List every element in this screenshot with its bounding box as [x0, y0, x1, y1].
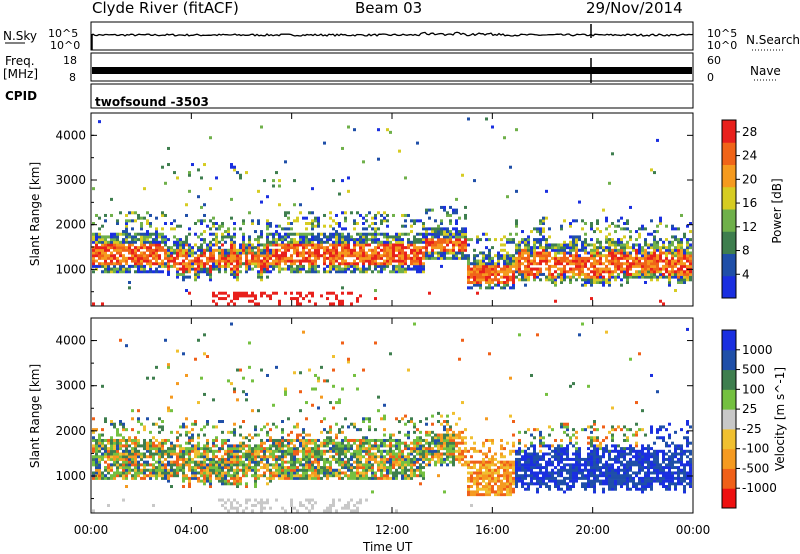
power-echo-cells: [92, 117, 692, 306]
nsearch-label: N.Search: [746, 33, 800, 47]
xaxis-tick-label: 08:00: [274, 523, 309, 537]
velocity-colorbar-tick-label: 1000: [742, 343, 773, 357]
velocity-colorbar-segment: [722, 330, 736, 351]
velocity-ytick-label: 4000: [55, 334, 86, 348]
date-title: 29/Nov/2014: [586, 0, 683, 17]
power-colorbar-segment: [722, 231, 736, 254]
power-colorbar-tick-label: 24: [742, 149, 757, 163]
freq-label-2: [MHz]: [3, 67, 39, 81]
cpid-label: CPID: [5, 89, 38, 103]
power-colorbar-segment: [722, 209, 736, 232]
freq-band: [92, 67, 692, 74]
freq-tick-low: 8: [69, 71, 76, 84]
xaxis-tick-label: 20:00: [575, 523, 610, 537]
power-ytick-label: 1000: [55, 262, 86, 276]
power-colorbar-segment: [722, 275, 736, 299]
power-colorbar-tick-label: 16: [742, 196, 757, 210]
velocity-colorbar-frame: [721, 329, 737, 509]
power-colorbar-tick-label: 28: [742, 125, 757, 139]
velocity-colorbar-segment: [722, 448, 736, 469]
nave-tick-low: 0: [707, 71, 714, 84]
nsky-label: N.Sky: [3, 29, 38, 43]
nsky-tick-high: 10^5: [48, 27, 79, 40]
power-ytick-label: 4000: [55, 128, 86, 142]
velocity-colorbar-segment: [722, 389, 736, 410]
power-colorbar-segment: [722, 164, 736, 188]
velocity-colorbar-tick-label: 100: [742, 382, 765, 396]
velocity-colorbar-segment: [722, 349, 736, 371]
power-colorbar-segment: [722, 142, 736, 165]
power-colorbar-segment: [722, 186, 736, 210]
velocity-ytick-label: 1000: [55, 469, 86, 483]
nave-tick-high: 60: [707, 54, 721, 67]
velocity-colorbar-segment: [722, 369, 736, 390]
nsearch-tick-low: 10^0: [707, 39, 738, 52]
power-colorbar-frame: [721, 119, 737, 299]
velocity-colorbar-tick-label: -25: [742, 422, 762, 436]
velocity-colorbar-segment: [722, 428, 736, 450]
beam-title: Beam 03: [355, 0, 423, 17]
xaxis-tick-label: 00:00: [676, 523, 711, 537]
xaxis-tick-label: 04:00: [174, 523, 209, 537]
freq-strip-frame: [90, 52, 694, 82]
velocity-colorbar-segment: [722, 488, 736, 509]
nsky-trace: [90, 31, 694, 37]
nsearch-tick-high: 10^5: [707, 27, 738, 40]
xaxis-tick-label: 12:00: [375, 523, 410, 537]
freq-tick-high: 18: [63, 54, 77, 67]
velocity-colorbar-segment: [722, 468, 736, 489]
nsky-strip-frame: [90, 21, 694, 51]
power-colorbar-tick-label: 12: [742, 220, 757, 234]
xaxis-label: Time UT: [363, 540, 413, 554]
power-colorbar-segment: [722, 120, 736, 143]
velocity-colorbar-tick-label: -100: [742, 442, 769, 456]
power-colorbar-tick-label: 8: [742, 244, 750, 258]
power-ytick-label: 2000: [55, 218, 86, 232]
nsky-tick-low: 10^0: [50, 39, 81, 52]
nave-label: Nave: [750, 64, 781, 78]
station-title: Clyde River (fitACF): [92, 0, 239, 17]
cpid-strip-frame: [90, 83, 694, 109]
xaxis-tick-label: 00:00: [74, 523, 109, 537]
power-colorbar-tick-label: 20: [742, 172, 757, 186]
velocity-colorbar-tick-label: 500: [742, 363, 765, 377]
velocity-colorbar-tick-label: -1000: [742, 481, 777, 495]
velocity-ytick-label: 3000: [55, 379, 86, 393]
velocity-colorbar-tick-label: 25: [742, 402, 757, 416]
power-ytick-label: 3000: [55, 173, 86, 187]
freq-label-1: Freq.: [5, 54, 35, 68]
power-plot-bg: [91, 113, 693, 306]
velocity-ytick-label: 2000: [55, 424, 86, 438]
velocity-colorbar-tick-label: -500: [742, 461, 769, 475]
velocity-colorbar-segment: [722, 409, 736, 430]
power-colorbar-segment: [722, 253, 736, 277]
xaxis-tick-label: 16:00: [475, 523, 510, 537]
power-colorbar-tick-label: 4: [742, 267, 750, 281]
cpid-value: twofsound -3503: [95, 95, 209, 109]
velocity-echo-cells: [92, 322, 692, 513]
